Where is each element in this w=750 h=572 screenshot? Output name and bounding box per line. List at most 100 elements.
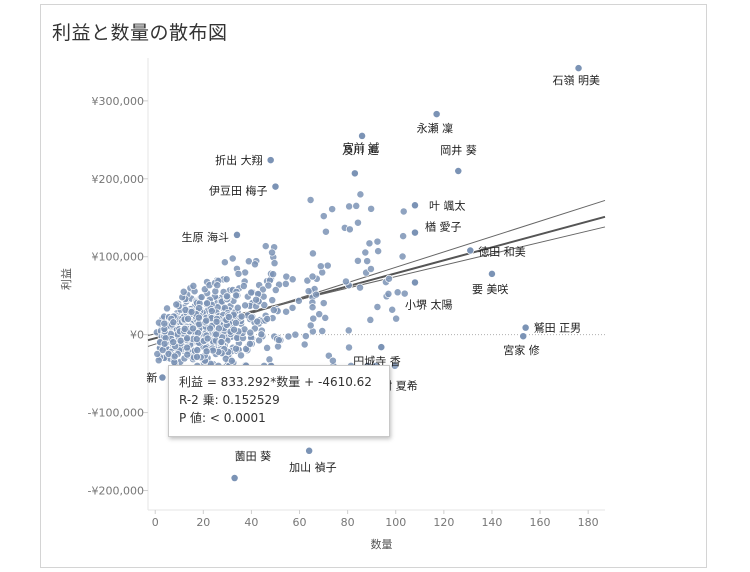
- data-point[interactable]: [237, 312, 246, 321]
- data-point[interactable]: [309, 314, 318, 323]
- data-point[interactable]: [306, 321, 315, 330]
- data-point[interactable]: [237, 351, 245, 360]
- data-point[interactable]: [319, 212, 328, 221]
- data-point[interactable]: [374, 247, 383, 256]
- data-point[interactable]: [352, 201, 361, 210]
- data-point[interactable]: [247, 313, 256, 322]
- data-point[interactable]: [184, 314, 192, 323]
- data-point[interactable]: [269, 306, 278, 315]
- data-point[interactable]: [263, 314, 272, 323]
- labeled-data-point[interactable]: [158, 373, 167, 382]
- data-point[interactable]: [282, 307, 291, 316]
- data-point[interactable]: [341, 277, 350, 286]
- data-point[interactable]: [373, 303, 382, 311]
- data-point[interactable]: [153, 350, 162, 358]
- data-point[interactable]: [263, 343, 272, 352]
- data-point[interactable]: [183, 343, 191, 352]
- data-point[interactable]: [321, 313, 330, 322]
- data-point[interactable]: [212, 330, 221, 339]
- data-point[interactable]: [192, 335, 201, 344]
- data-point[interactable]: [189, 324, 197, 333]
- labeled-data-point[interactable]: [466, 246, 475, 255]
- data-point[interactable]: [223, 292, 231, 301]
- data-point[interactable]: [294, 296, 303, 305]
- data-point[interactable]: [206, 324, 215, 333]
- labeled-data-point[interactable]: [233, 230, 241, 239]
- data-point[interactable]: [274, 336, 283, 345]
- data-point[interactable]: [321, 227, 330, 236]
- labeled-data-point[interactable]: [488, 269, 496, 278]
- data-point[interactable]: [172, 300, 181, 309]
- data-point[interactable]: [344, 326, 353, 335]
- data-point[interactable]: [281, 279, 290, 288]
- data-point[interactable]: [315, 310, 324, 319]
- data-point[interactable]: [308, 249, 317, 258]
- data-point[interactable]: [207, 307, 216, 315]
- data-point[interactable]: [318, 327, 327, 335]
- data-point[interactable]: [345, 202, 354, 211]
- data-point[interactable]: [366, 315, 375, 324]
- data-point[interactable]: [345, 343, 353, 352]
- data-point[interactable]: [259, 285, 267, 294]
- data-point[interactable]: [319, 299, 328, 308]
- data-point[interactable]: [366, 265, 375, 273]
- data-point[interactable]: [300, 340, 309, 349]
- data-point[interactable]: [231, 318, 240, 327]
- data-point[interactable]: [269, 270, 278, 279]
- labeled-data-point[interactable]: [350, 169, 359, 178]
- data-point[interactable]: [224, 312, 233, 321]
- data-point[interactable]: [393, 288, 402, 297]
- data-point[interactable]: [170, 352, 179, 361]
- data-point[interactable]: [227, 356, 236, 365]
- data-point[interactable]: [288, 303, 297, 312]
- data-point[interactable]: [264, 281, 273, 290]
- data-point[interactable]: [308, 272, 317, 281]
- data-point[interactable]: [246, 328, 255, 337]
- data-point[interactable]: [400, 289, 409, 298]
- data-point[interactable]: [356, 190, 365, 199]
- data-point[interactable]: [247, 288, 256, 297]
- data-point[interactable]: [234, 269, 243, 278]
- data-point[interactable]: [228, 254, 237, 263]
- data-point[interactable]: [388, 305, 397, 314]
- data-point[interactable]: [232, 291, 241, 300]
- data-point[interactable]: [252, 295, 261, 304]
- data-point[interactable]: [160, 339, 169, 348]
- data-point[interactable]: [384, 289, 393, 298]
- data-point[interactable]: [361, 248, 370, 257]
- data-point[interactable]: [291, 330, 300, 339]
- labeled-data-point[interactable]: [574, 64, 583, 73]
- labeled-data-point[interactable]: [377, 343, 386, 352]
- data-point[interactable]: [328, 356, 337, 365]
- data-point[interactable]: [202, 316, 211, 325]
- data-point[interactable]: [301, 332, 310, 341]
- data-point[interactable]: [328, 205, 337, 214]
- labeled-data-point[interactable]: [521, 323, 530, 332]
- labeled-data-point[interactable]: [271, 182, 280, 191]
- data-point[interactable]: [241, 301, 250, 310]
- labeled-data-point[interactable]: [411, 201, 419, 210]
- data-point[interactable]: [365, 239, 374, 248]
- data-point[interactable]: [189, 281, 198, 290]
- data-point[interactable]: [304, 287, 313, 296]
- data-point[interactable]: [284, 332, 293, 341]
- data-point[interactable]: [193, 352, 201, 361]
- labeled-data-point[interactable]: [230, 474, 239, 482]
- data-point[interactable]: [316, 262, 325, 271]
- data-point[interactable]: [257, 330, 266, 339]
- data-point[interactable]: [345, 225, 354, 234]
- data-point[interactable]: [203, 334, 212, 343]
- data-point[interactable]: [233, 303, 242, 312]
- data-point[interactable]: [217, 338, 226, 346]
- data-point[interactable]: [169, 318, 178, 327]
- labeled-data-point[interactable]: [305, 446, 314, 455]
- labeled-data-point[interactable]: [411, 278, 419, 287]
- data-point[interactable]: [385, 274, 393, 283]
- data-point[interactable]: [163, 304, 171, 313]
- data-point[interactable]: [179, 287, 188, 296]
- data-point[interactable]: [268, 296, 277, 305]
- labeled-data-point[interactable]: [519, 332, 528, 341]
- data-point[interactable]: [253, 317, 262, 326]
- data-point[interactable]: [390, 361, 399, 370]
- data-point[interactable]: [194, 313, 203, 322]
